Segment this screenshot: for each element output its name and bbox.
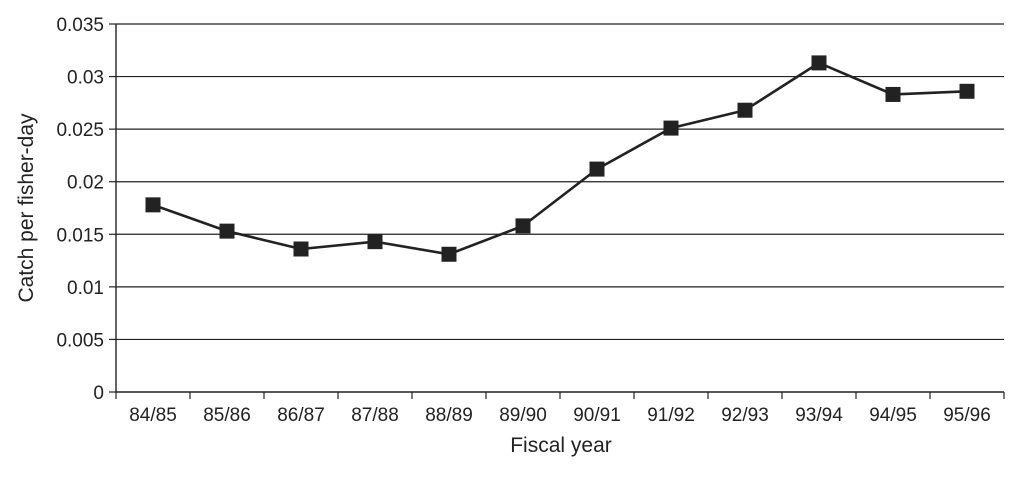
x-tick-labels: 84/85 85/86 86/87 87/88 88/89 89/90 90/91 91/92… [129, 405, 991, 426]
data-point [885, 86, 901, 102]
x-tick-label: 91/92 [647, 405, 695, 426]
x-tick-label: 92/93 [721, 405, 769, 426]
data-point [663, 120, 679, 136]
y-tick-label: 0.015 [56, 225, 104, 246]
y-axis-title: Catch per fisher-day [15, 113, 38, 303]
y-tick-label: 0.03 [67, 68, 104, 89]
data-point [515, 218, 531, 234]
y-tick-label: 0.01 [67, 278, 104, 299]
axes [109, 23, 1005, 399]
data-point [219, 223, 235, 239]
x-tick-label: 90/91 [573, 405, 621, 426]
y-tick-label: 0.005 [56, 330, 104, 351]
data-point [811, 55, 827, 71]
data-point [737, 102, 753, 118]
x-tick-label: 86/87 [277, 405, 325, 426]
x-tick-label: 84/85 [129, 405, 177, 426]
x-tick-label: 88/89 [425, 405, 473, 426]
x-tick-label: 94/95 [869, 405, 917, 426]
data-point [367, 234, 383, 250]
data-point [441, 246, 457, 262]
y-tick-labels: 0 0.005 0.01 0.015 0.02 0.025 0.03 0.035 [56, 15, 104, 404]
x-axis-title: Fiscal year [510, 434, 612, 457]
x-tick-label: 85/86 [203, 405, 251, 426]
series-group [145, 55, 975, 262]
data-point [959, 83, 975, 99]
x-tick-label: 95/96 [943, 405, 991, 426]
y-tick-label: 0.035 [56, 15, 104, 36]
gridlines [116, 23, 1004, 341]
data-point [293, 241, 309, 257]
data-point [145, 197, 161, 213]
x-tick-label: 93/94 [795, 405, 843, 426]
data-point [589, 161, 605, 177]
series-line [152, 61, 968, 256]
x-tick-label: 89/90 [499, 405, 547, 426]
y-tick-label: 0.02 [67, 173, 104, 194]
y-tick-label: 0.025 [56, 120, 104, 141]
x-tick-label: 87/88 [351, 405, 399, 426]
y-tick-label: 0 [93, 383, 104, 404]
